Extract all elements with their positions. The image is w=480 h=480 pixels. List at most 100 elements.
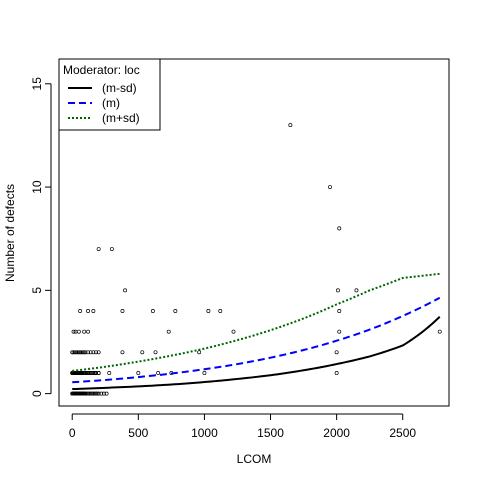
- data-point: [354, 288, 359, 293]
- legend-title: Moderator: loc: [63, 63, 140, 77]
- data-point: [78, 371, 83, 375]
- data-point: [86, 391, 91, 396]
- data-point: [71, 329, 76, 334]
- data-point: [75, 350, 80, 355]
- data-point: [218, 309, 223, 313]
- data-point: [83, 371, 88, 375]
- data-point: [202, 371, 207, 375]
- data-point: [109, 247, 114, 251]
- legend-label-m-plus-sd: (m+sd): [102, 111, 140, 125]
- data-point: [76, 329, 81, 334]
- data-point: [437, 329, 442, 334]
- line-m-plus-sd: [72, 272, 440, 372]
- data-point: [96, 391, 101, 396]
- data-point: [96, 247, 101, 251]
- data-point: [288, 123, 293, 128]
- x-tick-label: 2500: [389, 426, 416, 440]
- data-point: [84, 371, 89, 375]
- x-tick-label: 0: [69, 426, 76, 440]
- data-point: [74, 371, 79, 375]
- data-point: [86, 309, 91, 313]
- line-m-minus-sd: [72, 316, 441, 391]
- data-point: [90, 371, 95, 375]
- data-point: [78, 309, 83, 313]
- data-point: [82, 350, 87, 355]
- y-axis: 0 5 10 15: [30, 77, 52, 397]
- data-point: [120, 350, 125, 355]
- data-point: [104, 391, 109, 396]
- data-point: [92, 391, 97, 396]
- data-point: [101, 391, 106, 396]
- scatter-points: [70, 123, 442, 396]
- data-point: [99, 391, 104, 396]
- data-point: [91, 350, 96, 355]
- data-point: [94, 371, 98, 375]
- data-point: [92, 371, 97, 375]
- line-m: [72, 296, 441, 384]
- data-point: [337, 329, 342, 334]
- data-point: [76, 350, 81, 355]
- data-point: [83, 391, 88, 396]
- y-tick-label: 10: [30, 180, 44, 194]
- data-point: [153, 350, 158, 355]
- data-point: [96, 350, 101, 355]
- data-point: [82, 371, 87, 375]
- data-point: [75, 371, 80, 375]
- x-tick-label: 1500: [257, 426, 284, 440]
- x-tick-label: 500: [128, 426, 148, 440]
- data-point: [80, 350, 85, 355]
- y-tick-label: 0: [30, 390, 44, 397]
- data-point: [123, 288, 128, 293]
- data-point: [337, 226, 342, 231]
- data-point: [120, 309, 125, 313]
- data-point: [166, 329, 171, 334]
- data-point: [94, 350, 98, 355]
- data-point: [71, 350, 76, 355]
- data-point: [156, 371, 161, 375]
- data-point: [84, 391, 89, 396]
- y-tick-label: 5: [30, 287, 44, 294]
- data-point: [328, 185, 332, 190]
- x-tick-label: 1000: [191, 426, 218, 440]
- data-point: [73, 329, 78, 334]
- legend-label-m-minus-sd: (m-sd): [102, 81, 137, 95]
- x-axis: 0 500 1000 1500 2000 2500: [69, 413, 416, 440]
- data-point: [334, 371, 339, 375]
- data-point: [334, 350, 339, 355]
- legend-label-m: (m): [102, 96, 120, 110]
- data-point: [197, 350, 202, 355]
- data-point: [136, 371, 141, 375]
- x-axis-label: LCOM: [237, 452, 272, 466]
- x-tick-label: 2000: [323, 426, 350, 440]
- data-point: [87, 371, 92, 375]
- data-point: [83, 350, 88, 355]
- data-point: [79, 350, 84, 355]
- data-point: [82, 329, 87, 334]
- data-point: [86, 329, 91, 334]
- data-point: [94, 391, 98, 396]
- data-point: [86, 350, 91, 355]
- data-point: [80, 371, 85, 375]
- plot-frame: [58, 58, 450, 407]
- data-point: [231, 329, 236, 334]
- data-point: [87, 391, 92, 396]
- data-point: [88, 350, 93, 355]
- data-point: [337, 309, 342, 313]
- data-point: [76, 371, 81, 375]
- data-point: [78, 350, 83, 355]
- data-point: [91, 309, 96, 313]
- data-point: [70, 350, 75, 355]
- data-point: [91, 391, 96, 396]
- fitted-lines: [72, 272, 441, 391]
- data-point: [79, 371, 84, 375]
- data-point: [88, 391, 93, 396]
- data-point: [91, 371, 96, 375]
- legend: Moderator: loc (m-sd) (m) (m+sd): [58, 58, 161, 131]
- data-point: [88, 371, 93, 375]
- data-point: [107, 371, 112, 375]
- data-point: [86, 371, 91, 375]
- legend-box: [58, 58, 161, 131]
- data-point: [96, 371, 101, 375]
- data-point: [72, 371, 77, 375]
